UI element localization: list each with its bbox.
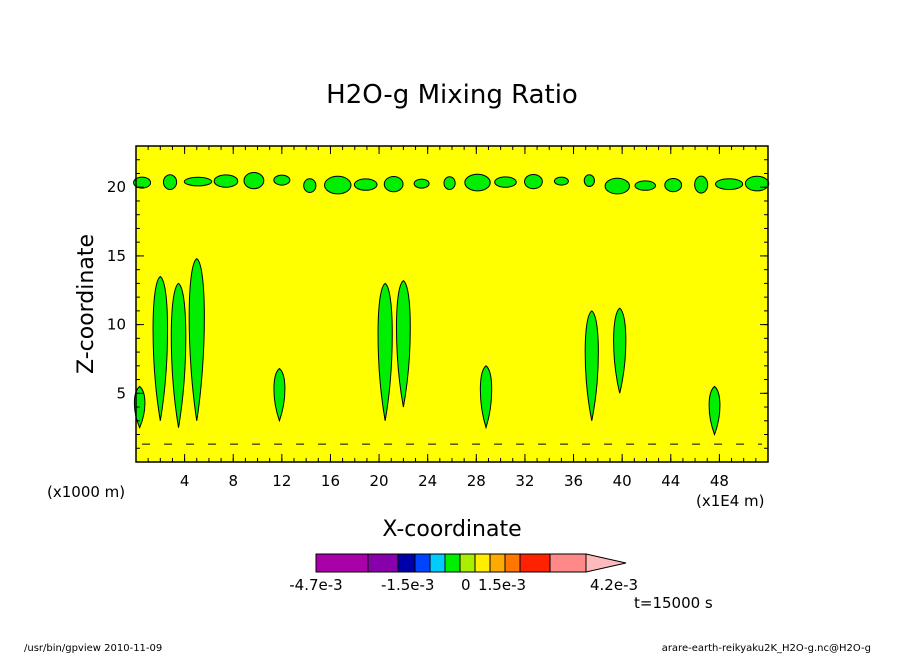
- contour-blob: [583, 174, 595, 187]
- contour-plume: [188, 258, 205, 421]
- plot-area: [136, 146, 768, 462]
- x-tick-label: 16: [321, 472, 340, 490]
- contour-blob: [744, 175, 770, 192]
- colorbar-segment: [504, 553, 521, 573]
- contour-layer: [133, 171, 770, 445]
- colorbar-segment: [397, 553, 416, 573]
- contour-plume: [613, 307, 627, 394]
- colorbar-segment: [489, 553, 506, 573]
- y-tick-label: 5: [116, 384, 126, 402]
- contour-blob: [273, 174, 291, 186]
- contour-plume: [479, 365, 493, 430]
- y-axis: 5 10 15 20: [107, 159, 768, 449]
- colorbar-segment: [444, 553, 461, 573]
- footer-right: arare-earth-reikyaku2K_H2O-g.nc@H2O-g: [662, 643, 871, 654]
- contour-plume: [377, 282, 393, 421]
- contour-blob: [383, 175, 404, 193]
- contour-blob: [443, 176, 456, 190]
- contour-plume: [152, 275, 169, 421]
- x-tick-label: 24: [418, 472, 437, 490]
- contour-blob: [162, 174, 178, 190]
- colorbar-segment: [459, 553, 476, 573]
- contour-blob: [183, 176, 213, 187]
- colorbar-arrow: [585, 553, 627, 573]
- x-axis-label: X-coordinate: [382, 517, 521, 542]
- footer-left: /usr/bin/gpview 2010-11-09: [24, 643, 162, 654]
- colorbar-segment: [315, 553, 369, 573]
- contour-blob: [133, 176, 152, 189]
- x-tick-label: 28: [467, 472, 486, 490]
- x-tick-label: 12: [272, 472, 291, 490]
- x-tick-label: 40: [613, 472, 632, 490]
- x-tick-label: 44: [661, 472, 680, 490]
- contour-blob: [303, 178, 317, 193]
- contour-blob: [413, 178, 430, 189]
- x-tick-label: 32: [515, 472, 534, 490]
- colorbar: [315, 553, 627, 573]
- colorbar-segment: [414, 553, 431, 573]
- contour-blob: [634, 180, 657, 191]
- colorbar-segment: [474, 553, 491, 573]
- x-axis: 4 8 12 16 20 24 28 32 36 40 44 48: [147, 146, 757, 490]
- contour-blob: [353, 178, 378, 191]
- colorbar-label: 4.2e-3: [590, 576, 638, 594]
- colorbar-label: -1.5e-3: [381, 576, 434, 594]
- colorbar-labels: -4.7e-3 -1.5e-3 0 1.5e-3 4.2e-3: [289, 576, 638, 594]
- colorbar-label: 1.5e-3: [478, 576, 526, 594]
- chart-title: H2O-g Mixing Ratio: [326, 80, 578, 110]
- contour-plume: [584, 310, 599, 421]
- contour-plume: [170, 282, 187, 428]
- y-tick-label: 10: [107, 316, 126, 334]
- contour-blob: [715, 178, 744, 190]
- y-tick-label: 20: [107, 178, 126, 196]
- y-tick-label: 15: [107, 247, 126, 265]
- x-tick-label: 36: [564, 472, 583, 490]
- x-tick-label: 4: [180, 472, 190, 490]
- colorbar-segment: [549, 553, 587, 573]
- x-unit-right: (x1E4 m): [696, 492, 765, 510]
- contour-blob: [464, 173, 491, 192]
- colorbar-label: 0: [461, 576, 471, 594]
- contour-blob: [604, 177, 630, 195]
- time-label: t=15000 s: [634, 594, 713, 612]
- x-tick-label: 48: [710, 472, 729, 490]
- contour-plume: [395, 280, 411, 408]
- x-tick-label: 8: [228, 472, 238, 490]
- contour-blob: [694, 175, 709, 194]
- contour-blob: [664, 177, 683, 193]
- contour-blob: [553, 176, 569, 186]
- y-axis-label: Z-coordinate: [74, 234, 99, 374]
- contour-blob: [213, 174, 239, 188]
- colorbar-segment: [367, 553, 399, 573]
- colorbar-label: -4.7e-3: [289, 576, 342, 594]
- x-tick-label: 20: [370, 472, 389, 490]
- contour-plume: [273, 367, 286, 423]
- x-unit-left: (x1000 m): [47, 483, 125, 501]
- contour-blob: [524, 173, 543, 190]
- contour-blob: [494, 176, 517, 188]
- colorbar-segment: [519, 553, 551, 573]
- contour-blob: [243, 171, 265, 190]
- contour-plume: [708, 385, 721, 436]
- contour-blob: [324, 175, 352, 195]
- colorbar-segment: [429, 553, 446, 573]
